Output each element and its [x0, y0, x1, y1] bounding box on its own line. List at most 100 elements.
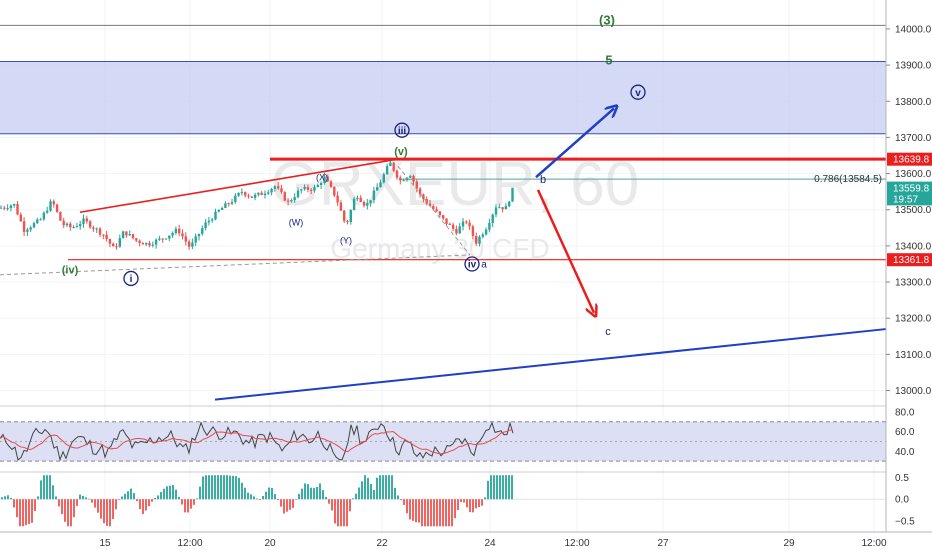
macd-bar-9: [28, 499, 30, 524]
wave-label-13: c: [605, 326, 611, 338]
candle-body-90: [296, 190, 300, 198]
candle-body-67: [220, 208, 224, 210]
candle-body-54: [178, 228, 181, 234]
candle-body-25: [82, 218, 85, 225]
time-tick-label-8: 12:00: [861, 538, 886, 549]
macd-bar-94: [283, 499, 285, 514]
macd-bar-169: [508, 475, 510, 500]
price-axis[interactable]: 13000.0 13100.0 13200.0 13300.0 13400.0 13500…: [885, 0, 932, 550]
macd-bar-162: [487, 480, 489, 500]
time-axis[interactable]: 15 12:00 20 22 24 12:00 27 29 12:00: [0, 531, 932, 550]
macd-bar-128: [385, 475, 387, 500]
candle-body-1: [3, 207, 6, 209]
macd-bar-98: [295, 499, 297, 500]
candle-body-93: [306, 186, 310, 190]
candle-body-14: [46, 210, 49, 213]
macd-bar-135: [406, 499, 408, 514]
time-tick-label-2: 20: [264, 538, 276, 549]
target-zone-rect: [0, 61, 886, 134]
macd-bar-88: [265, 491, 267, 500]
macd-bar-3: [10, 497, 12, 500]
candle-body-134: [442, 215, 445, 219]
macd-bar-52: [157, 495, 159, 500]
candle-body-107: [352, 198, 356, 211]
candle-body-69: [227, 203, 230, 205]
candle-body-98: [323, 176, 326, 183]
price-axis-bg: [886, 0, 932, 550]
macd-bar-161: [484, 497, 486, 500]
price-badge-label-2: 19:57: [893, 194, 918, 205]
price-tick-label-5: 13500.0: [895, 205, 932, 216]
wave-label-5: (X): [316, 172, 328, 182]
candle-body-31: [102, 234, 105, 236]
candle-body-18: [59, 211, 62, 221]
macd-bar-151: [454, 499, 456, 519]
wave-label-3: iii: [398, 126, 407, 137]
wave-label-1: 5: [605, 52, 612, 67]
macd-bar-143: [430, 499, 432, 527]
price-tick-label-6: 13600.0: [895, 169, 932, 180]
macd-bar-11: [34, 499, 36, 511]
macd-bar-56: [169, 485, 171, 500]
candle-body-87: [286, 200, 290, 202]
wave-label-2: v: [635, 88, 641, 99]
macd-bar-165: [496, 475, 498, 500]
candle-body-40: [131, 234, 135, 239]
wave-label-8: b: [540, 174, 546, 186]
candle-body-155: [511, 187, 514, 202]
candles: [0, 159, 514, 250]
candle-body-16: [52, 201, 55, 205]
macd-bar-121: [364, 475, 366, 500]
macd-bar-107: [322, 490, 324, 500]
price-badge-label-1: 13559.8: [893, 184, 930, 195]
candle-body-19: [62, 220, 65, 226]
drawings[interactable]: [0, 108, 887, 401]
macd-bar-100: [301, 488, 303, 500]
macd-bar-76: [229, 475, 231, 500]
macd-bar-139: [418, 499, 420, 523]
wave-label-4: (v): [394, 146, 408, 158]
macd-bar-14: [43, 475, 45, 500]
macd-bar-147: [442, 499, 444, 527]
candle-body-100: [329, 181, 333, 187]
macd-bar-1: [4, 496, 6, 500]
price-tick-label-10: 14000.0: [895, 24, 932, 35]
macd-bar-149: [448, 499, 450, 527]
macd-bar-21: [64, 499, 66, 522]
macd-histogram-pane: [0, 471, 886, 527]
candle-body-110: [362, 201, 366, 206]
macd-bar-28: [85, 497, 87, 500]
macd-bar-159: [478, 499, 480, 508]
macd-bar-154: [463, 499, 465, 503]
candle-body-51: [168, 235, 171, 239]
candle-body-148: [488, 222, 491, 230]
macd-bar-30: [91, 499, 93, 503]
price-tick-label-0: 13000.0: [895, 386, 932, 397]
candle-body-63: [207, 220, 211, 223]
macd-bar-68: [205, 475, 207, 500]
wave-label-circle-2: [630, 84, 646, 100]
candle-body-34: [112, 243, 115, 247]
candle-body-81: [267, 192, 270, 194]
fib-label: 0.786(13584.5): [814, 174, 882, 185]
time-tick-label-4: 24: [484, 538, 496, 549]
macd-bar-134: [403, 499, 405, 505]
candle-body-106: [349, 210, 352, 223]
candle-body-128: [422, 194, 425, 200]
macd-bar-97: [292, 499, 294, 508]
macd-bar-82: [247, 492, 249, 500]
candle-body-154: [508, 201, 511, 207]
macd-bar-140: [421, 499, 423, 527]
candle-body-79: [260, 192, 263, 195]
candle-body-2: [6, 208, 9, 210]
candle-body-57: [187, 241, 191, 247]
candle-body-132: [435, 209, 438, 212]
candle-body-102: [336, 195, 339, 203]
price-badge-label-3: 13361.8: [893, 255, 930, 266]
wave-label-12: i: [130, 274, 133, 285]
candle-body-75: [247, 195, 250, 197]
price-tick-label-3: 13300.0: [895, 278, 932, 289]
macd-bar-34: [103, 499, 105, 524]
macd-bar-54: [163, 488, 165, 500]
